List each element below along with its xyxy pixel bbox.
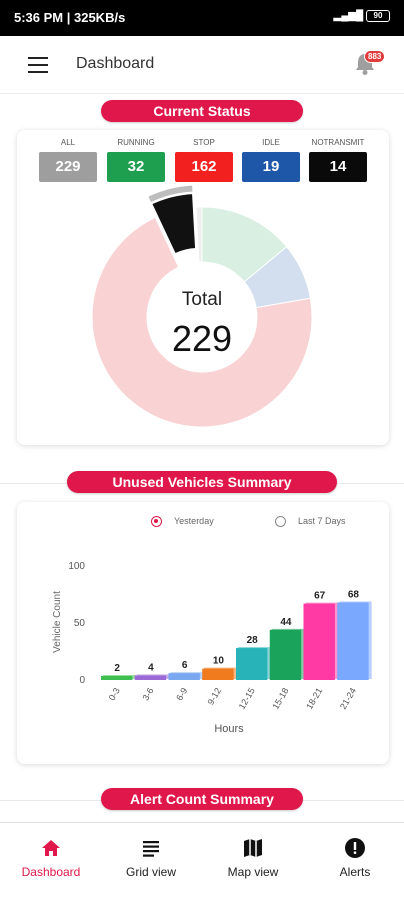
status-donut-chart[interactable]: Total 229 xyxy=(17,130,389,445)
nav-map-view[interactable]: Map view xyxy=(203,837,303,879)
filter-yesterday-label: Yesterday xyxy=(174,516,214,526)
alert-count-title: Alert Count Summary xyxy=(101,788,303,810)
bar-value-label: 4 xyxy=(148,662,154,673)
system-status-bar: 5:36 PM | 325KB/s ▂▄▆█ 90 xyxy=(0,0,404,36)
page-title: Dashboard xyxy=(76,55,155,72)
bar-value-label: 10 xyxy=(213,656,225,667)
bottom-navigation: Dashboard Grid view Map view Alerts xyxy=(0,822,404,900)
menu-icon[interactable] xyxy=(28,57,48,73)
nav-grid-view-label: Grid view xyxy=(125,865,176,879)
radio-unselected-icon xyxy=(275,516,286,528)
notifications-button[interactable]: 883 xyxy=(354,50,386,78)
status-all: ALL 229 xyxy=(39,138,97,182)
nav-grid-view[interactable]: Grid view xyxy=(101,837,201,879)
x-tick-label: 9-12 xyxy=(206,686,224,707)
donut-slice-highlight xyxy=(148,185,193,203)
x-tick-label: 15-18 xyxy=(271,686,291,711)
status-running-count-button[interactable]: 32 xyxy=(107,152,165,182)
bar-18-21[interactable] xyxy=(303,603,335,680)
status-idle-count-button[interactable]: 19 xyxy=(242,152,300,182)
filter-yesterday[interactable]: Yesterday xyxy=(151,516,214,528)
bar-6-9[interactable] xyxy=(168,673,200,680)
status-notransmit: NOTRANSMIT 14 xyxy=(309,138,367,182)
donut-total-value: 229 xyxy=(172,318,232,359)
filter-last-7-days-label: Last 7 Days xyxy=(298,516,346,526)
alert-icon xyxy=(345,838,365,858)
radio-selected-icon xyxy=(151,516,162,528)
bar-value-label: 44 xyxy=(280,617,292,628)
nav-dashboard-label: Dashboard xyxy=(21,865,81,879)
signal-icon: ▂▄▆█ xyxy=(333,10,364,22)
list-icon xyxy=(143,841,159,857)
bar-value-label: 6 xyxy=(182,660,188,671)
x-tick-label: 21-24 xyxy=(338,686,358,711)
app-bar: Dashboard 883 xyxy=(0,36,404,94)
donut-total-label: Total xyxy=(182,289,222,310)
x-tick-label: 3-6 xyxy=(141,686,156,702)
y-tick-label: 0 xyxy=(79,675,85,686)
donut-slice-other[interactable] xyxy=(195,206,203,263)
unused-vehicles-bar-chart: Vehicle Count Hours 0 50 100 2 0-3 4 3-6 6 6-9 1… xyxy=(52,561,372,735)
nav-alerts[interactable]: Alerts xyxy=(305,837,404,879)
status-stop-count-button[interactable]: 162 xyxy=(175,152,233,182)
status-time: 5:36 PM | 325KB/s xyxy=(14,10,126,25)
home-icon xyxy=(42,840,60,856)
x-tick-label: 18-21 xyxy=(304,686,324,711)
bar-3-6[interactable] xyxy=(134,675,167,680)
current-status-card: ALL 229 RUNNING 32 STOP 162 IDLE 19 NOTRANSMIT 14… xyxy=(17,130,389,445)
status-all-label: ALL xyxy=(60,138,76,147)
y-axis-label: Vehicle Count xyxy=(52,591,63,653)
nav-dashboard[interactable]: Dashboard xyxy=(1,837,101,879)
unused-vehicles-card: Yesterday Last 7 Days Vehicle Count Hour… xyxy=(17,502,389,764)
donut-slice-notransmit[interactable] xyxy=(151,193,197,255)
y-tick-label: 100 xyxy=(68,561,85,572)
bar-9-12[interactable] xyxy=(202,668,234,680)
nav-map-view-label: Map view xyxy=(227,865,279,879)
bar-value-label: 2 xyxy=(114,663,120,674)
bar-21-24[interactable] xyxy=(337,602,369,680)
status-idle-label: IDLE xyxy=(262,138,280,147)
x-tick-label: 6-9 xyxy=(174,686,189,702)
status-idle: IDLE 19 xyxy=(242,138,300,182)
bar-value-label: 28 xyxy=(247,635,259,646)
notification-badge: 883 xyxy=(364,50,386,63)
bar-12-15[interactable] xyxy=(236,648,268,680)
status-notransmit-count-button[interactable]: 14 xyxy=(309,152,367,182)
donut-center xyxy=(147,262,257,372)
y-tick-label: 50 xyxy=(74,618,86,629)
status-running-label: RUNNING xyxy=(117,138,155,147)
status-all-count-button[interactable]: 229 xyxy=(39,152,97,182)
unused-vehicles-title: Unused Vehicles Summary xyxy=(67,471,337,493)
status-icons: ▂▄▆█ 90 xyxy=(334,10,390,22)
map-icon xyxy=(244,839,262,857)
status-stop: STOP 162 xyxy=(175,138,233,182)
x-tick-label: 12-15 xyxy=(237,686,257,711)
battery-icon: 90 xyxy=(366,10,390,22)
nav-alerts-label: Alerts xyxy=(339,865,371,879)
bar-0-3[interactable] xyxy=(101,676,133,680)
status-running: RUNNING 32 xyxy=(107,138,165,182)
current-status-title: Current Status xyxy=(101,100,303,122)
bar-15-18[interactable] xyxy=(269,629,302,680)
filter-last-7-days[interactable]: Last 7 Days xyxy=(275,516,346,528)
bar-value-label: 68 xyxy=(348,589,360,600)
x-tick-label: 0-3 xyxy=(107,686,122,702)
status-stop-label: STOP xyxy=(193,138,215,147)
x-axis-label: Hours xyxy=(214,723,244,735)
status-notransmit-label: NOTRANSMIT xyxy=(311,138,365,147)
bar-value-label: 67 xyxy=(314,591,326,602)
